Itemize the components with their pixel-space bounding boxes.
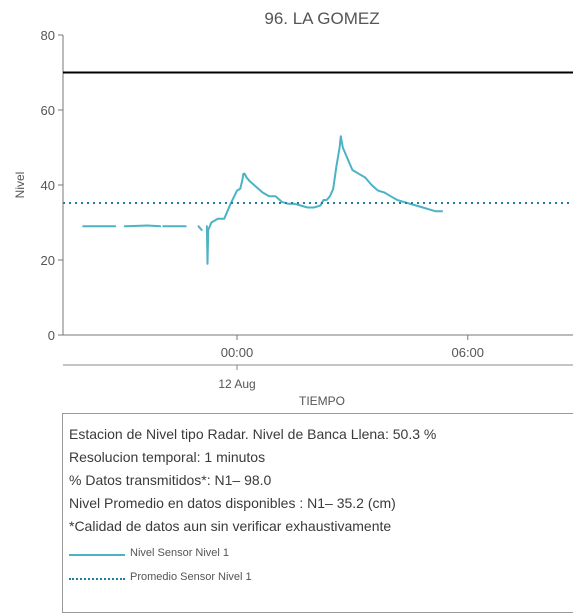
legend-swatch-average xyxy=(69,578,125,580)
x-axis-label: TIEMPO xyxy=(299,394,345,408)
sensor-level-line xyxy=(205,135,444,265)
y-tick-label: 80 xyxy=(41,28,55,43)
legend-item-sensor: Nivel Sensor Nivel 1 xyxy=(69,547,369,561)
legend-swatch-sensor xyxy=(69,554,125,556)
info-line-quality-note: *Calidad de datos aun sin verificar exha… xyxy=(69,518,392,534)
y-tick-label: 0 xyxy=(48,328,55,343)
info-line-transmitted: % Datos transmitidos*: N1– 98.0 xyxy=(69,472,272,488)
sensor-level-line xyxy=(123,224,162,228)
y-tick-label: 20 xyxy=(41,253,55,268)
y-tick-label: 60 xyxy=(41,103,55,118)
y-tick-label: 40 xyxy=(41,178,55,193)
x-tick-label: 06:00 xyxy=(451,345,484,360)
plot-area xyxy=(63,71,573,265)
info-line-station: Estacion de Nivel tipo Radar. Nivel de B… xyxy=(69,426,437,442)
legend-item-average: Promedio Sensor Nivel 1 xyxy=(69,571,369,585)
x-tick-label: 00:00 xyxy=(221,345,254,360)
y-axis-label: Nivel xyxy=(13,172,27,199)
chart-title: 96. LA GOMEZ xyxy=(264,9,379,28)
station-info-panel: Estacion de Nivel tipo Radar. Nivel de B… xyxy=(62,413,573,613)
x-axis: 00:00 06:00 xyxy=(63,334,573,370)
legend-label-sensor: Nivel Sensor Nivel 1 xyxy=(130,547,230,559)
legend-label-average: Promedio Sensor Nivel 1 xyxy=(130,571,252,583)
x-axis-date-label: 12 Aug xyxy=(218,377,255,391)
info-line-average: Nivel Promedio en datos disponibles : N1… xyxy=(69,495,396,511)
y-axis: 0 20 40 60 80 xyxy=(41,28,64,343)
info-line-resolution: Resolucion temporal: 1 minutos xyxy=(69,449,266,465)
sensor-level-line xyxy=(197,225,203,231)
